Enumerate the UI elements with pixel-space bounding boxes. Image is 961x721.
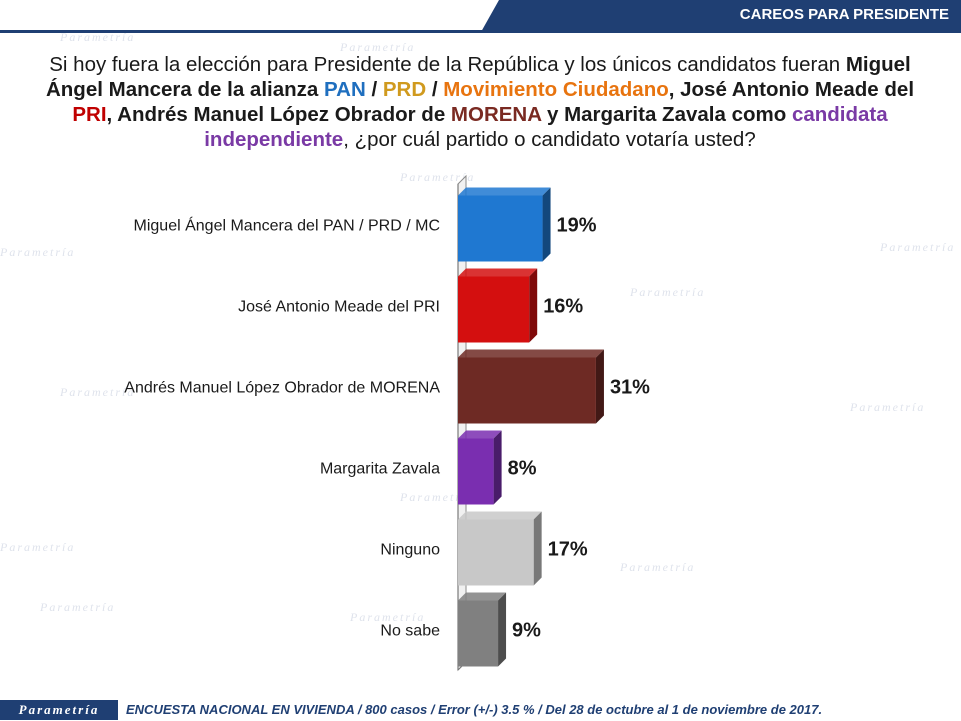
bar-top-face xyxy=(458,349,604,358)
header-bar: CAREOS PARA PRESIDENTE xyxy=(0,0,961,33)
party-prd: PRD xyxy=(382,78,427,101)
data-label: 8% xyxy=(508,458,537,480)
bar xyxy=(458,600,499,667)
data-label: 17% xyxy=(548,539,588,561)
question-bold: , José Antonio Meade del xyxy=(668,78,915,101)
bar-side-face xyxy=(529,268,538,343)
question-sep: / xyxy=(426,78,444,101)
category-label: Andrés Manuel López Obrador de MORENA xyxy=(124,380,440,397)
header-tab: CAREOS PARA PRESIDENTE xyxy=(481,0,961,32)
party-mc: Movimiento Ciudadano xyxy=(443,78,669,101)
party-pan: PAN xyxy=(323,78,366,101)
header-rule xyxy=(0,30,961,33)
question-sep: / xyxy=(365,78,383,101)
data-label: 9% xyxy=(512,620,541,642)
bar-top-face xyxy=(458,187,551,196)
data-label: 19% xyxy=(557,215,597,237)
bar-top-face xyxy=(458,430,502,439)
survey-question: Si hoy fuera la elección para Presidente… xyxy=(30,52,930,152)
bar-side-face xyxy=(498,592,507,667)
category-label: Miguel Ángel Mancera del PAN / PRD / MC xyxy=(134,216,440,235)
bar-top-face xyxy=(458,268,538,277)
bar xyxy=(458,276,530,343)
party-pri: PRI xyxy=(72,103,107,126)
data-label: 16% xyxy=(543,296,583,318)
category-label: No sabe xyxy=(380,623,440,640)
question-text: , ¿por cuál partido o candidato votaría … xyxy=(343,128,756,151)
category-label: Ninguno xyxy=(380,542,440,559)
bar-side-face xyxy=(595,349,604,424)
bar-side-face xyxy=(493,430,502,505)
data-label: 31% xyxy=(610,377,650,399)
bar xyxy=(458,519,534,586)
footer-logo: Parametría xyxy=(0,700,118,720)
bar-top-face xyxy=(458,511,542,520)
bar xyxy=(458,357,596,424)
bar xyxy=(458,195,543,262)
footer-source: ENCUESTA NACIONAL EN VIVIENDA / 800 caso… xyxy=(126,702,823,717)
category-label: José Antonio Meade del PRI xyxy=(238,299,440,316)
question-bold: Miguel Ángel Mancera de la alianza xyxy=(45,53,911,101)
bar-top-face xyxy=(458,592,507,601)
independent-candidate: candidata independiente xyxy=(204,103,888,151)
question-bold: , Andrés Manuel López Obrador de xyxy=(106,103,451,126)
question-text: Si hoy fuera la elección para Presidente… xyxy=(49,53,846,76)
bar xyxy=(458,438,494,505)
page-title: CAREOS PARA PRESIDENTE xyxy=(739,6,949,23)
category-label: Margarita Zavala xyxy=(320,461,440,478)
bar-side-face xyxy=(542,187,551,262)
party-morena: MORENA xyxy=(450,103,542,126)
question-bold: y Margarita Zavala como xyxy=(541,103,792,126)
footer: Parametría ENCUESTA NACIONAL EN VIVIENDA… xyxy=(0,698,961,721)
bar-side-face xyxy=(533,511,542,586)
